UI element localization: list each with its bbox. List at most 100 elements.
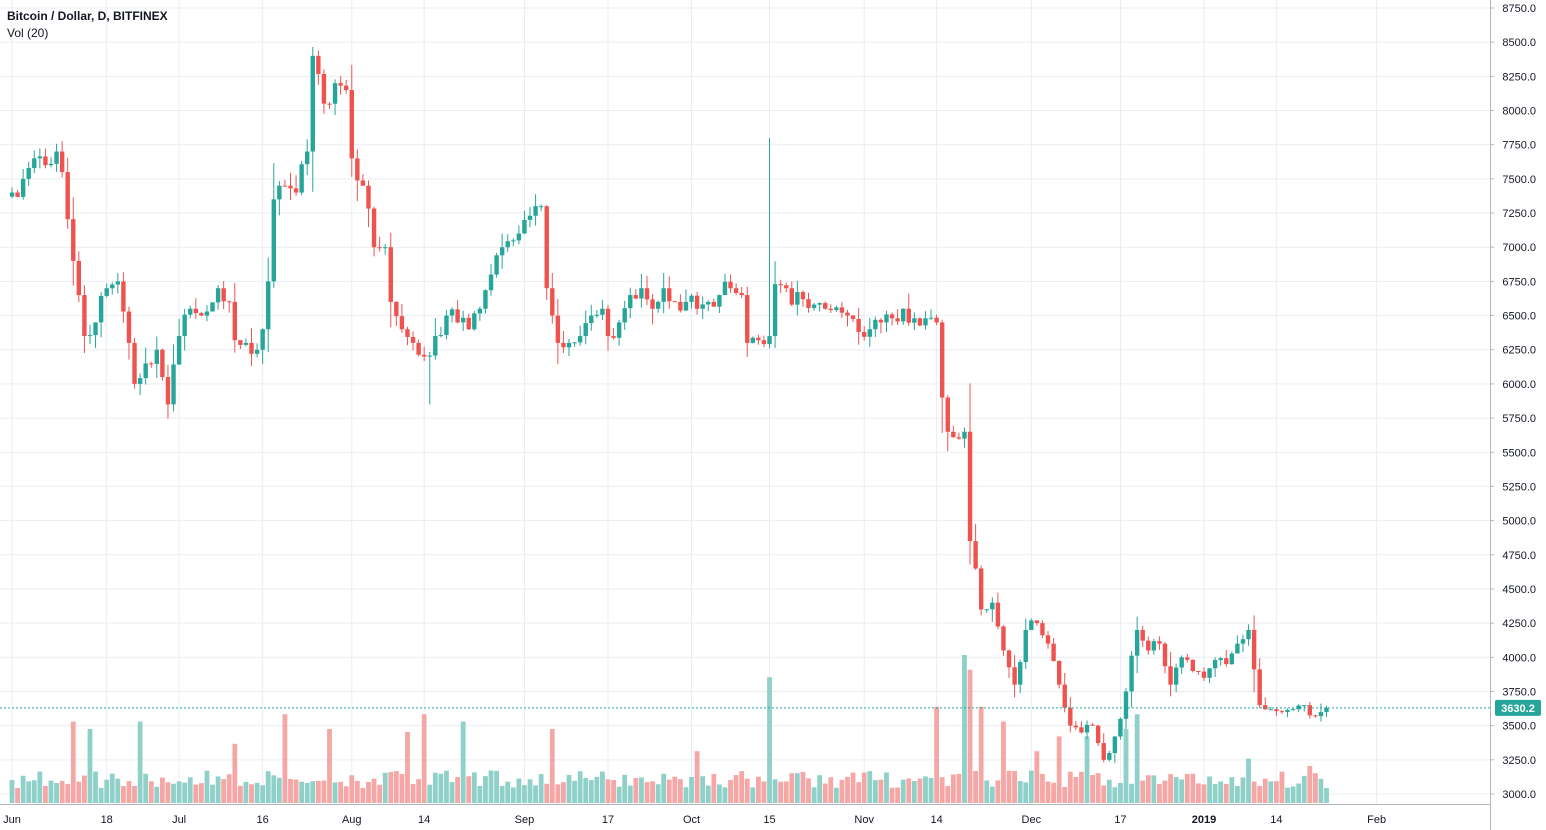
volume-bar	[962, 655, 967, 803]
candle-body	[639, 288, 644, 299]
candle-body	[1017, 662, 1023, 685]
candle-body	[628, 295, 633, 309]
candle-body	[862, 331, 867, 337]
volume-bar	[1285, 787, 1290, 803]
candle-body	[1073, 725, 1079, 728]
candle-body	[1157, 641, 1162, 644]
candle-body	[405, 329, 410, 338]
volume-bar	[928, 777, 934, 803]
candle-body	[1212, 660, 1218, 669]
candle-body	[823, 303, 828, 309]
candle-body	[650, 299, 655, 309]
candle-body	[288, 185, 293, 189]
candle-body	[321, 73, 327, 104]
candle-body	[1079, 727, 1084, 733]
candle-body	[544, 206, 549, 289]
candle-body	[427, 355, 432, 357]
candle-body	[87, 335, 93, 337]
candle-body	[82, 295, 87, 337]
candle-body	[449, 309, 455, 316]
candle-body	[388, 247, 393, 302]
candle-body	[271, 199, 276, 282]
volume-bar	[26, 781, 32, 803]
x-tick-label: Nov	[854, 814, 874, 826]
volume-bar	[132, 785, 137, 803]
volume-bar	[421, 714, 427, 803]
y-tick-label: 4500.0	[1502, 584, 1536, 596]
candle-body	[867, 329, 872, 337]
volume-bar	[1257, 785, 1263, 803]
candle-body	[121, 281, 126, 312]
volume-bar	[494, 770, 499, 803]
volume-bar	[1251, 781, 1257, 803]
candle-body	[249, 342, 254, 354]
candle-body	[310, 55, 315, 152]
candle-body	[661, 288, 666, 302]
candle-body	[901, 308, 906, 322]
volume-bar	[566, 774, 572, 803]
volume-bar	[1045, 781, 1051, 803]
volume-bar	[611, 780, 616, 803]
candle-body	[344, 85, 349, 91]
candle-body	[143, 363, 148, 379]
candle-body	[1173, 667, 1179, 685]
volume-bar	[1162, 780, 1168, 803]
candle-body	[956, 437, 962, 439]
candle-body	[110, 284, 115, 289]
candle-body	[15, 192, 20, 197]
volume-bar	[260, 785, 266, 803]
volume-bar	[466, 776, 472, 803]
volume-bar	[705, 785, 711, 803]
candle-body	[605, 308, 611, 337]
volume-bar	[48, 780, 54, 803]
volume-bar	[405, 731, 410, 803]
volume-bar	[109, 773, 115, 803]
volume-bar	[867, 771, 873, 803]
volume-bar	[1056, 736, 1062, 803]
volume-bar	[716, 784, 722, 803]
candle-body	[371, 208, 377, 248]
candle-body	[477, 308, 483, 314]
y-tick-label: 6500.0	[1502, 311, 1536, 323]
volume-bar	[59, 780, 65, 803]
volume-bar	[1268, 781, 1274, 803]
volume-bar	[488, 770, 494, 803]
candle-body	[761, 340, 767, 345]
candle-body	[806, 299, 811, 309]
candle-body	[154, 349, 160, 364]
volume-bar	[605, 779, 611, 803]
volume-bar	[126, 781, 132, 803]
candle-body	[756, 337, 761, 341]
volume-indicator-label[interactable]: Vol (20)	[7, 26, 49, 40]
volume-bar	[187, 777, 193, 803]
volume-bar	[104, 779, 110, 803]
volume-bar	[171, 783, 176, 803]
volume-bar	[522, 785, 527, 803]
y-tick-label: 6000.0	[1502, 379, 1536, 391]
candle-body	[176, 336, 182, 365]
volume-bar	[15, 788, 20, 803]
last-price-badge	[1495, 699, 1541, 716]
candle-body	[193, 308, 199, 314]
symbol-title[interactable]: Bitcoin / Dollar, D, BITFINEX	[7, 9, 168, 23]
x-tick-label: 15	[763, 814, 775, 826]
x-tick-label: 17	[1114, 814, 1126, 826]
volume-bar	[1307, 766, 1313, 803]
volume-bar	[165, 782, 171, 803]
volume-bar	[516, 778, 522, 803]
candle-body	[795, 292, 800, 305]
candle-body	[939, 322, 945, 398]
candle-body	[260, 329, 265, 350]
volume-bar	[1296, 783, 1302, 803]
candle-body	[1251, 629, 1257, 670]
candle-body	[126, 311, 132, 343]
candle-body	[739, 292, 744, 296]
candle-body	[1185, 657, 1190, 660]
candle-body	[277, 185, 282, 200]
candle-body	[1263, 705, 1268, 710]
volume-bar	[1067, 771, 1073, 803]
volume-bar	[143, 773, 149, 803]
y-tick-label: 7250.0	[1502, 208, 1536, 220]
volume-bar	[739, 771, 745, 803]
